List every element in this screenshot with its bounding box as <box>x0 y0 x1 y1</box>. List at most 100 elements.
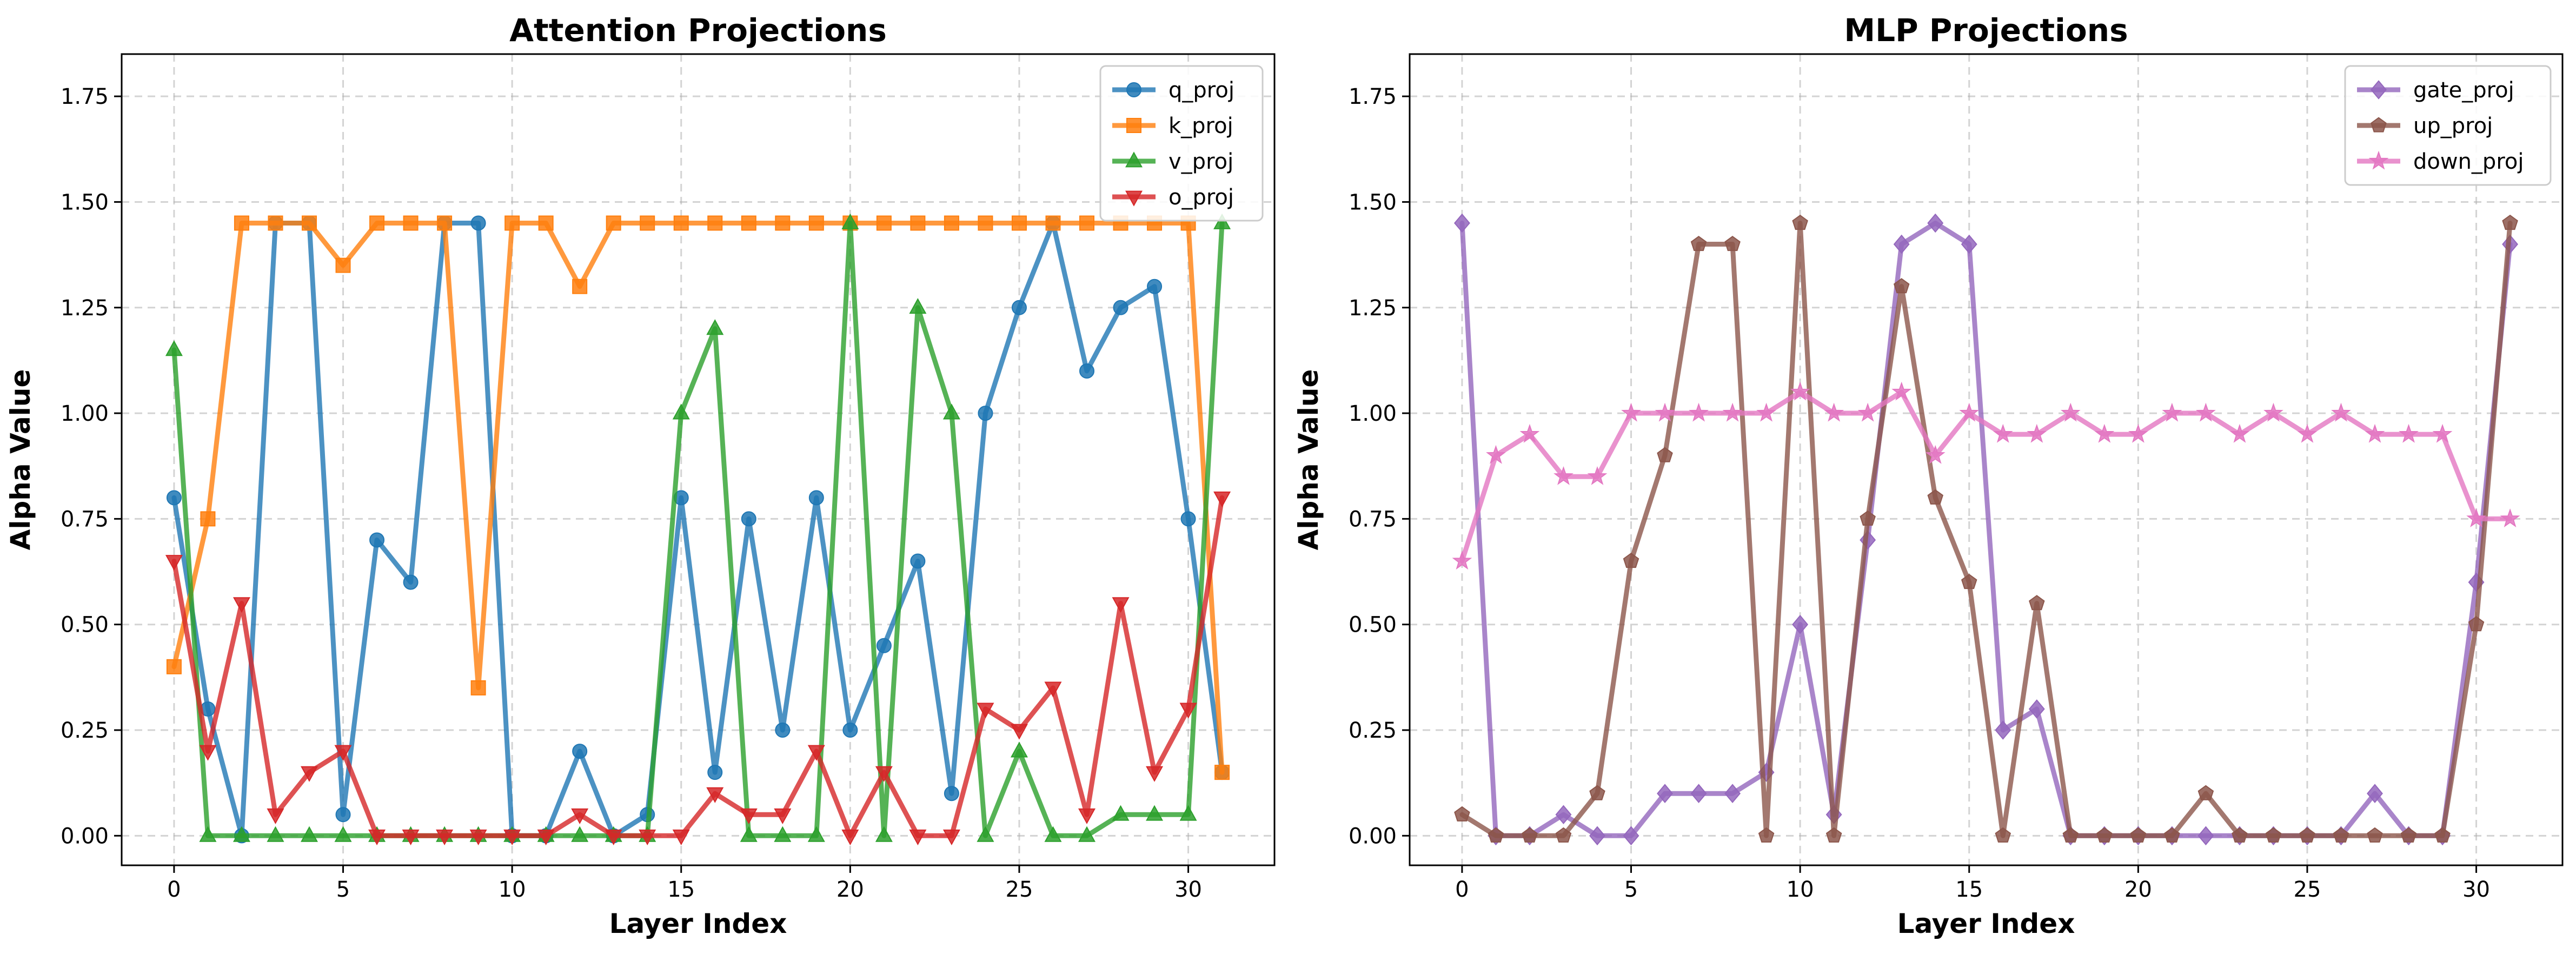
data-point-q_proj <box>403 574 419 590</box>
data-point-v_proj <box>1044 826 1062 842</box>
data-point-o_proj <box>1179 703 1197 719</box>
data-point-up_proj <box>2130 827 2147 843</box>
chart-panel-1: 0 5 10 15 20 25 30 0.00 0.25 0.50 0.75 1.00 1.25 1.50… <box>5 12 1276 939</box>
data-point-o_proj <box>942 829 960 845</box>
data-point-up_proj <box>2232 827 2248 843</box>
data-point-gate_proj <box>1589 826 1605 846</box>
x-tick-label: 15 <box>1955 877 1983 902</box>
data-point-k_proj <box>234 215 249 231</box>
data-point-o_proj <box>706 787 724 803</box>
y-tick-label: 0.25 <box>1349 718 1397 743</box>
data-point-k_proj <box>606 215 621 231</box>
data-point-o_proj <box>402 829 420 845</box>
data-point-down_proj <box>2500 508 2520 527</box>
data-point-o_proj <box>537 829 555 845</box>
data-point-q_proj <box>910 553 926 569</box>
data-point-down_proj <box>1959 402 1980 422</box>
legend-label-o_proj: o_proj <box>1169 185 1234 210</box>
data-point-down_proj <box>2229 423 2250 443</box>
data-point-k_proj <box>301 215 317 231</box>
data-point-q_proj <box>842 723 858 738</box>
x-tick-label: 30 <box>1174 877 1202 902</box>
y-tick-label: 1.25 <box>1349 296 1397 321</box>
data-point-v_proj <box>706 319 724 335</box>
data-point-k_proj <box>978 215 993 231</box>
legend-label-k_proj: k_proj <box>1169 114 1233 138</box>
data-point-o_proj <box>199 745 217 761</box>
data-point-up_proj <box>2400 827 2417 843</box>
data-point-k_proj <box>572 279 588 294</box>
x-tick-label: 30 <box>2462 877 2490 902</box>
data-point-q_proj <box>876 638 892 653</box>
data-point-q_proj <box>707 765 723 780</box>
data-point-up_proj <box>1893 278 1910 294</box>
legend-marker-o_proj <box>1125 190 1143 207</box>
data-point-down_proj <box>1925 445 1946 464</box>
data-point-v_proj <box>1078 826 1096 842</box>
data-point-o_proj <box>841 829 859 845</box>
data-point-gate_proj <box>1555 805 1572 825</box>
x-axis-label: Layer Index <box>609 908 787 939</box>
data-point-up_proj <box>1995 827 2011 843</box>
data-point-o_proj <box>267 808 284 824</box>
data-point-down_proj <box>2263 402 2283 422</box>
y-tick-label: 1.50 <box>1349 190 1397 215</box>
plot-frame <box>1409 53 2564 866</box>
data-point-down_proj <box>2297 423 2318 443</box>
data-point-v_proj <box>774 826 792 842</box>
data-point-v_proj <box>740 826 758 842</box>
data-point-up_proj <box>2468 616 2485 632</box>
data-point-v_proj <box>672 403 690 420</box>
x-tick-label: 20 <box>836 877 864 902</box>
legend-label-gate_proj: gate_proj <box>2413 78 2514 103</box>
data-point-down_proj <box>1519 423 1540 443</box>
legend-label-v_proj: v_proj <box>1169 149 1233 174</box>
data-point-k_proj <box>910 215 926 231</box>
data-point-down_proj <box>2466 508 2486 527</box>
data-point-k_proj <box>944 215 959 231</box>
data-point-down_proj <box>2365 423 2385 443</box>
series-line-o_proj <box>171 495 1225 838</box>
y-tick-label: 0.75 <box>61 507 109 532</box>
data-point-v_proj <box>1146 805 1164 821</box>
series-line-up_proj <box>1459 221 2513 838</box>
data-point-down_proj <box>1621 402 1641 422</box>
data-point-k_proj <box>775 215 791 231</box>
data-point-up_proj <box>1961 574 1977 589</box>
plot-frame <box>121 53 1276 866</box>
data-point-gate_proj <box>1961 234 1977 254</box>
data-point-up_proj <box>1522 827 1538 843</box>
data-point-q_proj <box>1180 511 1196 527</box>
legend-label-down_proj: down_proj <box>2413 149 2524 174</box>
data-point-down_proj <box>2128 423 2148 443</box>
legend-marker-down_proj <box>2368 150 2389 170</box>
data-point-q_proj <box>1147 279 1163 294</box>
data-point-q_proj <box>741 511 756 527</box>
data-point-k_proj <box>403 215 419 231</box>
y-tick-label: 0.00 <box>1349 824 1397 849</box>
data-point-up_proj <box>1623 552 1639 568</box>
x-tick-label: 25 <box>2294 877 2321 902</box>
x-tick-label: 20 <box>2124 877 2152 902</box>
data-point-k_proj <box>504 215 520 231</box>
data-point-o_proj <box>1146 766 1164 782</box>
data-point-o_proj <box>503 829 521 845</box>
data-point-o_proj <box>672 829 690 845</box>
data-point-o_proj <box>807 745 825 761</box>
data-point-down_proj <box>1790 381 1810 401</box>
data-point-down_proj <box>2196 402 2216 422</box>
data-point-k_proj <box>335 257 351 273</box>
data-point-up_proj <box>2434 827 2451 843</box>
data-point-o_proj <box>605 829 622 845</box>
data-point-o_proj <box>1112 597 1130 613</box>
data-point-down_proj <box>2331 402 2351 422</box>
data-point-v_proj <box>977 826 994 842</box>
y-tick-label: 1.75 <box>61 84 109 109</box>
data-point-up_proj <box>1657 447 1673 462</box>
legend: gate_proj up_proj down_proj <box>2344 65 2552 186</box>
data-point-v_proj <box>199 826 217 842</box>
data-point-down_proj <box>2432 423 2453 443</box>
data-point-o_proj <box>1010 724 1028 740</box>
data-point-k_proj <box>1214 765 1230 780</box>
x-tick-label: 10 <box>1787 877 1814 902</box>
